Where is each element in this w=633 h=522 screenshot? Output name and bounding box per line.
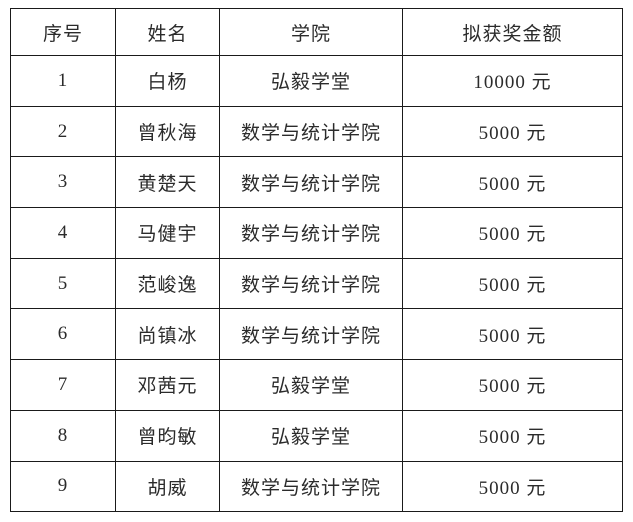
header-student-name: 姓名 [115,8,220,56]
cell-college: 数学与统计学院 [219,257,403,310]
cell-college: 数学与统计学院 [219,308,403,361]
cell-award-amount: 5000 元 [402,257,623,310]
cell-serial-number: 2 [10,105,116,158]
cell-college: 数学与统计学院 [219,460,403,513]
table-row: 1 白杨 弘毅学堂 10000 元 [10,55,623,107]
cell-award-amount: 5000 元 [402,207,623,259]
table-row: 9 胡威 数学与统计学院 5000 元 [10,460,623,513]
header-college: 学院 [219,8,403,56]
cell-serial-number: 6 [10,308,116,361]
cell-college: 弘毅学堂 [219,55,403,107]
cell-student-name: 尚镇冰 [115,308,220,361]
table-row: 2 曾秋海 数学与统计学院 5000 元 [10,105,623,158]
cell-student-name: 范峻逸 [115,257,220,310]
award-list-table: 序号 姓名 学院 拟获奖金额 1 白杨 弘毅学堂 10000 元 2 曾秋海 数… [10,8,623,513]
cell-serial-number: 3 [10,156,116,209]
cell-award-amount: 5000 元 [402,409,623,462]
cell-college: 弘毅学堂 [219,409,403,462]
cell-serial-number: 8 [10,409,116,462]
cell-award-amount: 5000 元 [402,105,623,158]
cell-college: 弘毅学堂 [219,359,403,411]
cell-serial-number: 7 [10,359,116,411]
cell-student-name: 黄楚天 [115,156,220,209]
cell-student-name: 曾昀敏 [115,409,220,462]
table-row: 5 范峻逸 数学与统计学院 5000 元 [10,257,623,310]
table-header: 序号 姓名 学院 拟获奖金额 [10,8,623,56]
cell-student-name: 胡威 [115,460,220,513]
table-row: 7 邓茜元 弘毅学堂 5000 元 [10,359,623,411]
cell-serial-number: 5 [10,257,116,310]
cell-award-amount: 10000 元 [402,55,623,107]
cell-serial-number: 1 [10,55,116,107]
cell-student-name: 马健宇 [115,207,220,259]
table-row: 4 马健宇 数学与统计学院 5000 元 [10,207,623,259]
cell-college: 数学与统计学院 [219,156,403,209]
cell-student-name: 白杨 [115,55,220,107]
cell-serial-number: 9 [10,460,116,513]
cell-student-name: 邓茜元 [115,359,220,411]
cell-college: 数学与统计学院 [219,207,403,259]
table-body: 1 白杨 弘毅学堂 10000 元 2 曾秋海 数学与统计学院 5000 元 3… [10,55,623,513]
cell-college: 数学与统计学院 [219,105,403,158]
cell-award-amount: 5000 元 [402,460,623,513]
cell-award-amount: 5000 元 [402,308,623,361]
table-header-row: 序号 姓名 学院 拟获奖金额 [10,8,623,56]
cell-serial-number: 4 [10,207,116,259]
header-serial-number: 序号 [10,8,116,56]
header-award-amount: 拟获奖金额 [402,8,623,56]
cell-award-amount: 5000 元 [402,359,623,411]
table-row: 3 黄楚天 数学与统计学院 5000 元 [10,156,623,209]
cell-student-name: 曾秋海 [115,105,220,158]
cell-award-amount: 5000 元 [402,156,623,209]
table-row: 8 曾昀敏 弘毅学堂 5000 元 [10,409,623,462]
table-row: 6 尚镇冰 数学与统计学院 5000 元 [10,308,623,361]
